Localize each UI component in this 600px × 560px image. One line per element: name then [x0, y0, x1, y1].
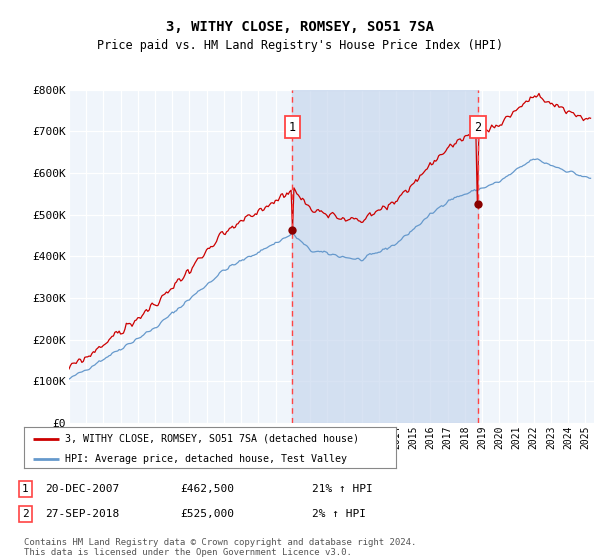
- Text: 27-SEP-2018: 27-SEP-2018: [45, 509, 119, 519]
- Text: Contains HM Land Registry data © Crown copyright and database right 2024.
This d: Contains HM Land Registry data © Crown c…: [24, 538, 416, 557]
- Text: £462,500: £462,500: [180, 484, 234, 494]
- Text: 1: 1: [22, 484, 29, 494]
- Text: 1: 1: [289, 120, 296, 134]
- Text: £525,000: £525,000: [180, 509, 234, 519]
- Text: HPI: Average price, detached house, Test Valley: HPI: Average price, detached house, Test…: [65, 454, 347, 464]
- Text: 3, WITHY CLOSE, ROMSEY, SO51 7SA: 3, WITHY CLOSE, ROMSEY, SO51 7SA: [166, 20, 434, 34]
- Text: 20-DEC-2007: 20-DEC-2007: [45, 484, 119, 494]
- Text: Price paid vs. HM Land Registry's House Price Index (HPI): Price paid vs. HM Land Registry's House …: [97, 39, 503, 52]
- Text: 2: 2: [22, 509, 29, 519]
- Text: 3, WITHY CLOSE, ROMSEY, SO51 7SA (detached house): 3, WITHY CLOSE, ROMSEY, SO51 7SA (detach…: [65, 433, 359, 444]
- Text: 21% ↑ HPI: 21% ↑ HPI: [312, 484, 373, 494]
- Bar: [292, 90, 478, 423]
- Text: 2% ↑ HPI: 2% ↑ HPI: [312, 509, 366, 519]
- Text: 2: 2: [474, 120, 481, 134]
